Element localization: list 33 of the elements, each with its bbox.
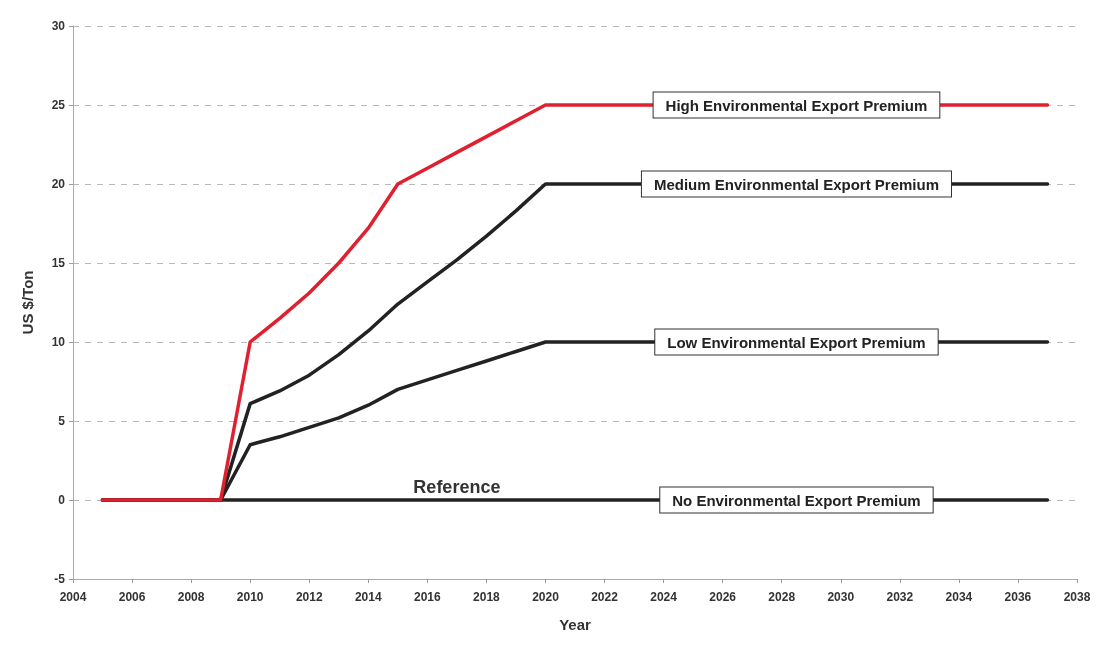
x-tick-label: 2024 bbox=[650, 590, 678, 604]
x-tick-label: 2010 bbox=[236, 590, 264, 604]
x-tick-label: 2030 bbox=[827, 590, 855, 604]
y-tick-label: 5 bbox=[58, 414, 66, 428]
annotation: Reference bbox=[413, 477, 501, 497]
x-tick-label: 2022 bbox=[591, 590, 619, 604]
x-tick-label: 2038 bbox=[1063, 590, 1091, 604]
x-tick-label: 2016 bbox=[414, 590, 442, 604]
y-tick-label: 20 bbox=[51, 177, 66, 191]
x-tick-label: 2032 bbox=[886, 590, 914, 604]
series-label: No Environmental Export Premium bbox=[672, 491, 921, 509]
x-tick-label: 2036 bbox=[1004, 590, 1032, 604]
y-tick-label: 30 bbox=[51, 19, 66, 33]
x-tick-label: 2026 bbox=[709, 590, 737, 604]
x-axis-title: Year bbox=[559, 616, 592, 633]
x-tick-label: 2028 bbox=[768, 590, 796, 604]
x-tick-label: 2034 bbox=[945, 590, 973, 604]
x-tick-label: 2008 bbox=[177, 590, 205, 604]
x-tick-label: 2012 bbox=[295, 590, 323, 604]
series-label: High Environmental Export Premium bbox=[665, 96, 928, 114]
y-tick-label: 25 bbox=[51, 98, 66, 112]
y-axis-title: US $/Ton bbox=[19, 270, 36, 335]
y-tick-label: 15 bbox=[51, 256, 66, 270]
series-label: Low Environmental Export Premium bbox=[667, 333, 926, 351]
x-tick-label: 2004 bbox=[59, 590, 87, 604]
series-label: Medium Environmental Export Premium bbox=[653, 175, 939, 193]
x-tick-label: 2018 bbox=[473, 590, 501, 604]
y-tick-label: 0 bbox=[58, 493, 66, 507]
y-tick-label: 10 bbox=[51, 335, 66, 349]
y-tick-label: -5 bbox=[54, 572, 66, 586]
x-tick-label: 2020 bbox=[532, 590, 560, 604]
x-tick-label: 2014 bbox=[354, 590, 382, 604]
x-tick-label: 2006 bbox=[118, 590, 146, 604]
